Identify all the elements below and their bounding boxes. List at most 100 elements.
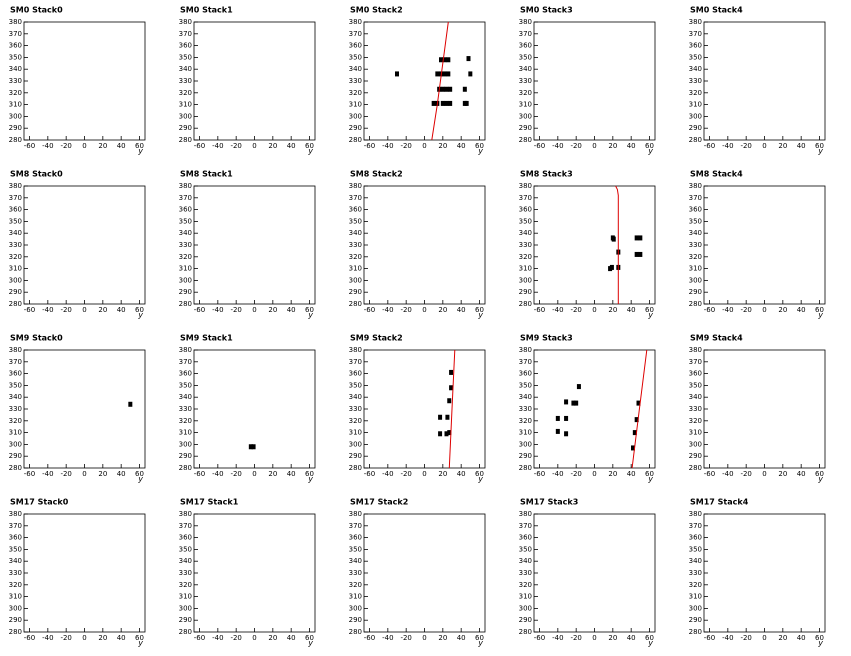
y-tick-label: 320 <box>9 581 22 589</box>
y-tick-label: 360 <box>689 42 702 50</box>
x-tick-label: 40 <box>797 634 806 642</box>
y-tick-label: 320 <box>179 417 192 425</box>
y-tick-label: 320 <box>349 581 362 589</box>
x-axis-label: y <box>137 311 143 320</box>
x-tick-label: -20 <box>60 142 71 150</box>
hit-marker <box>440 86 445 92</box>
y-tick-label: 360 <box>349 206 362 214</box>
y-tick-label: 360 <box>689 206 702 214</box>
y-tick-label: 300 <box>519 276 532 284</box>
y-tick-label: 310 <box>9 429 22 437</box>
hit-marker <box>555 415 560 421</box>
x-tick-label: -60 <box>194 142 205 150</box>
y-tick-label: 370 <box>179 30 192 38</box>
y-tick-label: 380 <box>349 18 362 26</box>
plot-frame <box>533 185 656 305</box>
plot-frame <box>703 185 826 305</box>
plot-frame <box>703 349 826 469</box>
x-tick-label: 40 <box>287 306 296 314</box>
y-tick-label: 370 <box>349 194 362 202</box>
y-tick-label: 370 <box>9 522 22 530</box>
plot-frame <box>193 21 316 141</box>
y-tick-label: 370 <box>689 522 702 530</box>
x-tick-label: 60 <box>475 142 484 150</box>
hit-marker <box>395 71 399 77</box>
x-tick-label: -60 <box>364 470 375 478</box>
x-tick-label: 20 <box>608 142 617 150</box>
hit-marker <box>446 71 451 77</box>
x-tick-label: -60 <box>534 306 545 314</box>
hit-marker <box>634 251 639 257</box>
x-tick-label: -60 <box>704 142 715 150</box>
hit-marker <box>448 86 453 92</box>
y-tick-label: 380 <box>349 346 362 354</box>
y-tick-label: 370 <box>349 358 362 366</box>
y-tick-label: 350 <box>689 53 702 61</box>
y-tick-label: 380 <box>519 510 532 518</box>
y-tick-label: 330 <box>9 569 22 577</box>
y-tick-label: 290 <box>519 452 532 460</box>
hit-marker <box>564 399 569 405</box>
x-tick-label: 20 <box>268 470 277 478</box>
x-tick-label: -60 <box>704 470 715 478</box>
hit-marker <box>435 71 440 77</box>
y-tick-label: 280 <box>519 136 532 144</box>
x-tick-label: -20 <box>570 634 581 642</box>
y-tick-label: 380 <box>179 510 192 518</box>
x-tick-label: -40 <box>42 634 53 642</box>
y-tick-label: 370 <box>349 30 362 38</box>
x-tick-label: 40 <box>457 142 466 150</box>
y-tick-label: 280 <box>349 628 362 636</box>
y-tick-label: 340 <box>349 393 362 401</box>
x-tick-label: -20 <box>570 142 581 150</box>
y-tick-label: 300 <box>179 604 192 612</box>
y-tick-label: 280 <box>349 136 362 144</box>
x-tick-label: -20 <box>740 306 751 314</box>
y-tick-label: 320 <box>519 253 532 261</box>
x-tick-label: -40 <box>552 306 563 314</box>
x-tick-label: 20 <box>438 306 447 314</box>
x-tick-label: 0 <box>422 142 426 150</box>
hit-marker <box>564 431 569 437</box>
x-tick-label: 40 <box>287 470 296 478</box>
y-tick-label: 330 <box>9 77 22 85</box>
hit-marker <box>564 415 569 421</box>
x-tick-label: 60 <box>815 634 824 642</box>
y-tick-label: 320 <box>689 89 702 97</box>
x-tick-label: -20 <box>60 470 71 478</box>
y-tick-label: 360 <box>179 42 192 50</box>
y-tick-label: 330 <box>689 569 702 577</box>
y-tick-label: 280 <box>519 628 532 636</box>
panel-title: SM0 Stack0 <box>10 6 63 15</box>
y-tick-label: 320 <box>689 253 702 261</box>
panel-title: SM9 Stack2 <box>350 334 403 343</box>
x-tick-label: -60 <box>704 634 715 642</box>
hit-marker <box>128 401 133 407</box>
y-tick-label: 290 <box>689 452 702 460</box>
x-tick-label: -60 <box>24 142 35 150</box>
x-tick-label: -60 <box>24 470 35 478</box>
panel-title: SM8 Stack0 <box>10 170 63 179</box>
y-tick-label: 290 <box>349 124 362 132</box>
y-tick-label: 280 <box>689 628 702 636</box>
y-tick-label: 290 <box>519 124 532 132</box>
hit-marker <box>632 430 637 436</box>
x-axis-label: y <box>137 147 143 156</box>
x-tick-label: 20 <box>438 634 447 642</box>
plot-frame <box>703 21 826 141</box>
hit-marker <box>448 100 453 106</box>
hit-marker <box>636 400 641 406</box>
y-tick-label: 350 <box>9 381 22 389</box>
hit-marker <box>439 57 443 63</box>
y-tick-label: 340 <box>349 229 362 237</box>
x-axis-label: y <box>817 475 823 484</box>
y-tick-label: 280 <box>9 628 22 636</box>
y-tick-label: 350 <box>179 217 192 225</box>
y-tick-label: 330 <box>179 241 192 249</box>
x-tick-label: -40 <box>722 634 733 642</box>
y-tick-label: 310 <box>179 429 192 437</box>
y-tick-label: 350 <box>519 53 532 61</box>
x-tick-label: 40 <box>797 470 806 478</box>
x-tick-label: 60 <box>475 470 484 478</box>
